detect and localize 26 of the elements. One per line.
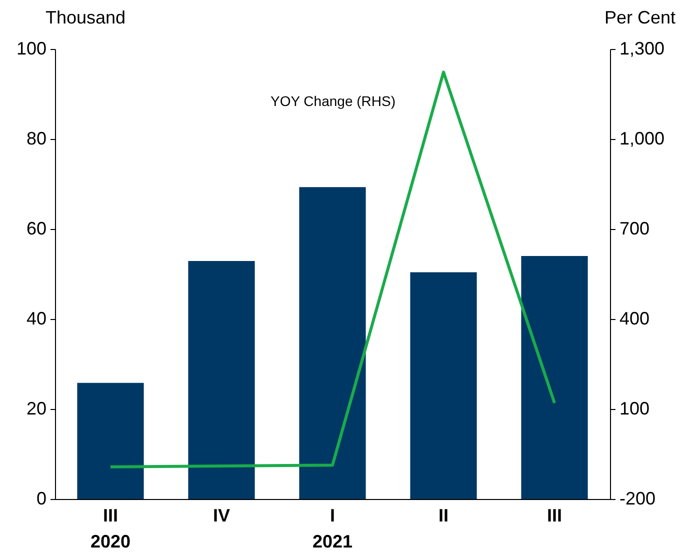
x-tick-label: IV [212,506,230,526]
line-series [109,70,556,468]
y2-tick-label: 1,300 [620,38,665,58]
y-tick-label: 40 [26,308,46,328]
y2-tick-label: 100 [620,398,650,418]
x-tick-label: I 2021 [312,506,353,552]
y2-tick-label: 400 [620,308,650,328]
y-tick-label: 60 [26,218,46,238]
text: YOY Change (RHS) [270,93,396,110]
bar [77,382,144,499]
y2-tick-label: 1,000 [620,128,665,148]
x-tick-label: II [438,506,449,526]
x-tick-label: III [546,506,562,526]
y2-tick-label: -200 [620,488,656,508]
y2-tick-label: 700 [620,218,650,238]
bar [521,256,588,499]
bar [410,272,477,499]
x-tick-label: III 2020 [90,506,131,552]
y-tick-label: 0 [36,488,46,508]
y2-axis-title: Per Cent [604,8,676,28]
y-tick-label: 100 [16,38,46,58]
bar [299,187,366,499]
y-tick-label: 20 [26,398,46,418]
y-tick-label: 80 [26,128,46,148]
y-axis-title: Thousand [46,8,126,28]
bar [188,260,255,499]
